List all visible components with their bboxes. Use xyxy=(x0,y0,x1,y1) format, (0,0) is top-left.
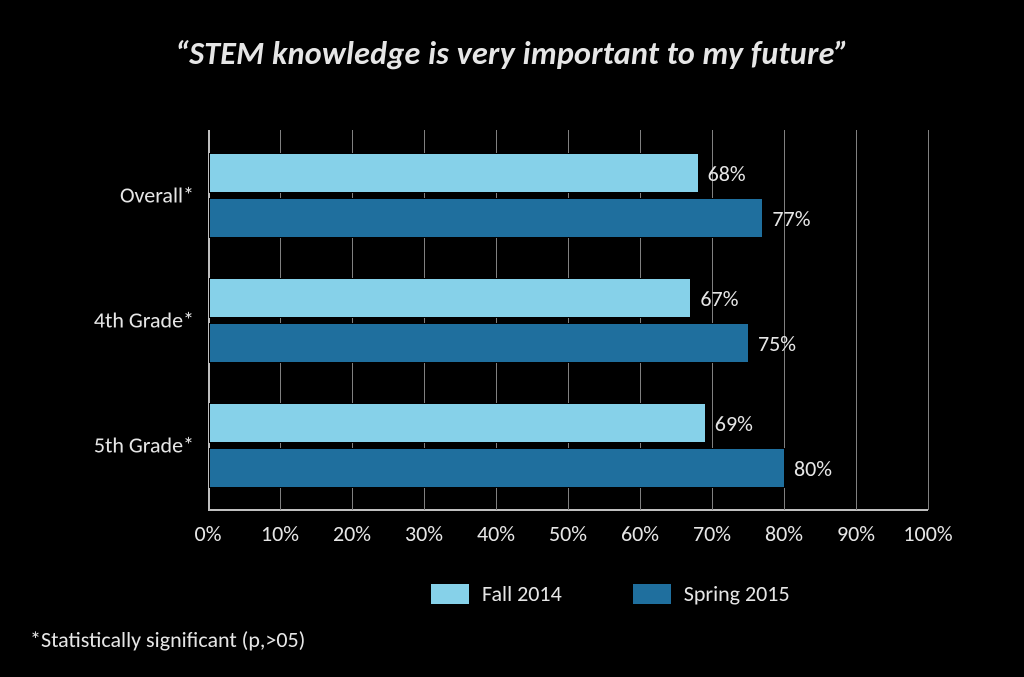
bar xyxy=(209,448,785,488)
legend-swatch xyxy=(430,583,470,605)
legend: Fall 2014 Spring 2015 xyxy=(430,580,790,607)
x-tick-label: 40% xyxy=(477,510,515,547)
x-tick-label: 80% xyxy=(765,510,803,547)
category-label: Overall* xyxy=(120,182,208,209)
legend-label: Spring 2015 xyxy=(684,580,790,607)
bar-value-label: 77% xyxy=(772,205,810,232)
bar xyxy=(209,153,699,193)
bar-group: 5th Grade*69%80% xyxy=(208,403,928,488)
category-label: 5th Grade* xyxy=(94,432,208,459)
footnote: *Statistically significant (p,>05) xyxy=(30,626,305,653)
category-label: 4th Grade* xyxy=(94,307,208,334)
bar xyxy=(209,198,763,238)
legend-swatch xyxy=(632,583,672,605)
x-tick-label: 10% xyxy=(261,510,299,547)
bar-value-label: 75% xyxy=(758,330,796,357)
bar-group: Overall*68%77% xyxy=(208,153,928,238)
legend-label: Fall 2014 xyxy=(482,580,562,607)
bar-value-label: 80% xyxy=(794,455,832,482)
bar xyxy=(209,403,706,443)
x-tick-label: 60% xyxy=(621,510,659,547)
bar xyxy=(209,278,691,318)
bar-value-label: 69% xyxy=(715,410,753,437)
bar-group: 4th Grade*67%75% xyxy=(208,278,928,363)
chart-title: “STEM knowledge is very important to my … xyxy=(0,34,1024,73)
bar-value-label: 67% xyxy=(700,285,738,312)
bar xyxy=(209,323,749,363)
chart-plot-area: 0%10%20%30%40%50%60%70%80%90%100%Overall… xyxy=(208,130,928,510)
x-tick-label: 50% xyxy=(549,510,587,547)
legend-item: Fall 2014 xyxy=(430,580,562,607)
x-tick-label: 20% xyxy=(333,510,371,547)
x-tick-label: 70% xyxy=(693,510,731,547)
x-tick-label: 30% xyxy=(405,510,443,547)
x-tick-label: 0% xyxy=(195,510,222,547)
x-tick-label: 90% xyxy=(837,510,875,547)
x-tick-label: 100% xyxy=(903,510,952,547)
gridline xyxy=(928,130,929,510)
bar-value-label: 68% xyxy=(708,160,746,187)
legend-item: Spring 2015 xyxy=(632,580,790,607)
